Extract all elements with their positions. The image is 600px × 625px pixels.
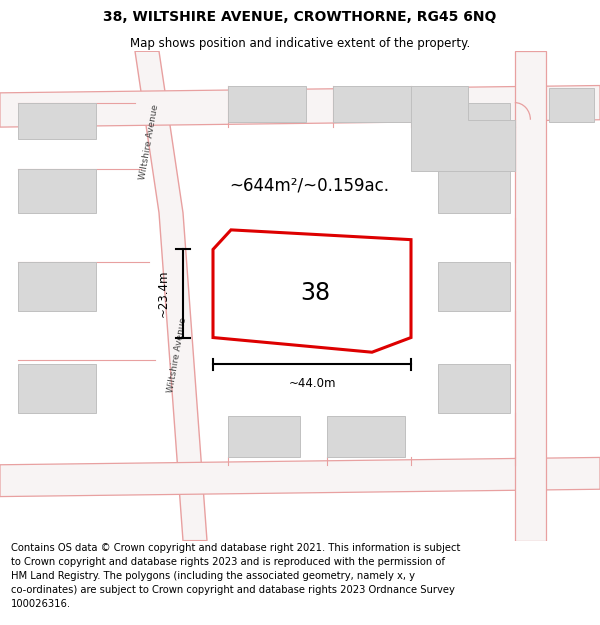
Text: ~44.0m: ~44.0m (288, 377, 336, 389)
Polygon shape (135, 51, 207, 541)
Bar (438, 364, 510, 413)
Bar (438, 102, 510, 139)
Bar (549, 88, 594, 122)
Bar (333, 86, 411, 122)
Text: Wiltshire Avenue: Wiltshire Avenue (167, 316, 188, 393)
Text: Contains OS data © Crown copyright and database right 2021. This information is : Contains OS data © Crown copyright and d… (11, 543, 460, 609)
Polygon shape (411, 86, 515, 171)
Text: Map shows position and indicative extent of the property.: Map shows position and indicative extent… (130, 37, 470, 50)
Bar (18, 169, 96, 212)
Bar (438, 262, 510, 311)
Bar (228, 86, 306, 122)
Bar (438, 169, 510, 212)
Polygon shape (0, 86, 600, 127)
Bar (18, 262, 96, 311)
Bar (228, 416, 300, 457)
Text: ~644m²/~0.159ac.: ~644m²/~0.159ac. (229, 177, 389, 195)
Bar (18, 102, 96, 139)
Text: Wiltshire Avenue: Wiltshire Avenue (138, 104, 160, 180)
Text: ~23.4m: ~23.4m (157, 270, 170, 318)
Bar (327, 416, 405, 457)
Polygon shape (515, 51, 546, 541)
Text: 38, WILTSHIRE AVENUE, CROWTHORNE, RG45 6NQ: 38, WILTSHIRE AVENUE, CROWTHORNE, RG45 6… (103, 10, 497, 24)
Polygon shape (213, 230, 411, 352)
Text: 38: 38 (300, 281, 330, 306)
Polygon shape (0, 458, 600, 497)
Bar (18, 364, 96, 413)
